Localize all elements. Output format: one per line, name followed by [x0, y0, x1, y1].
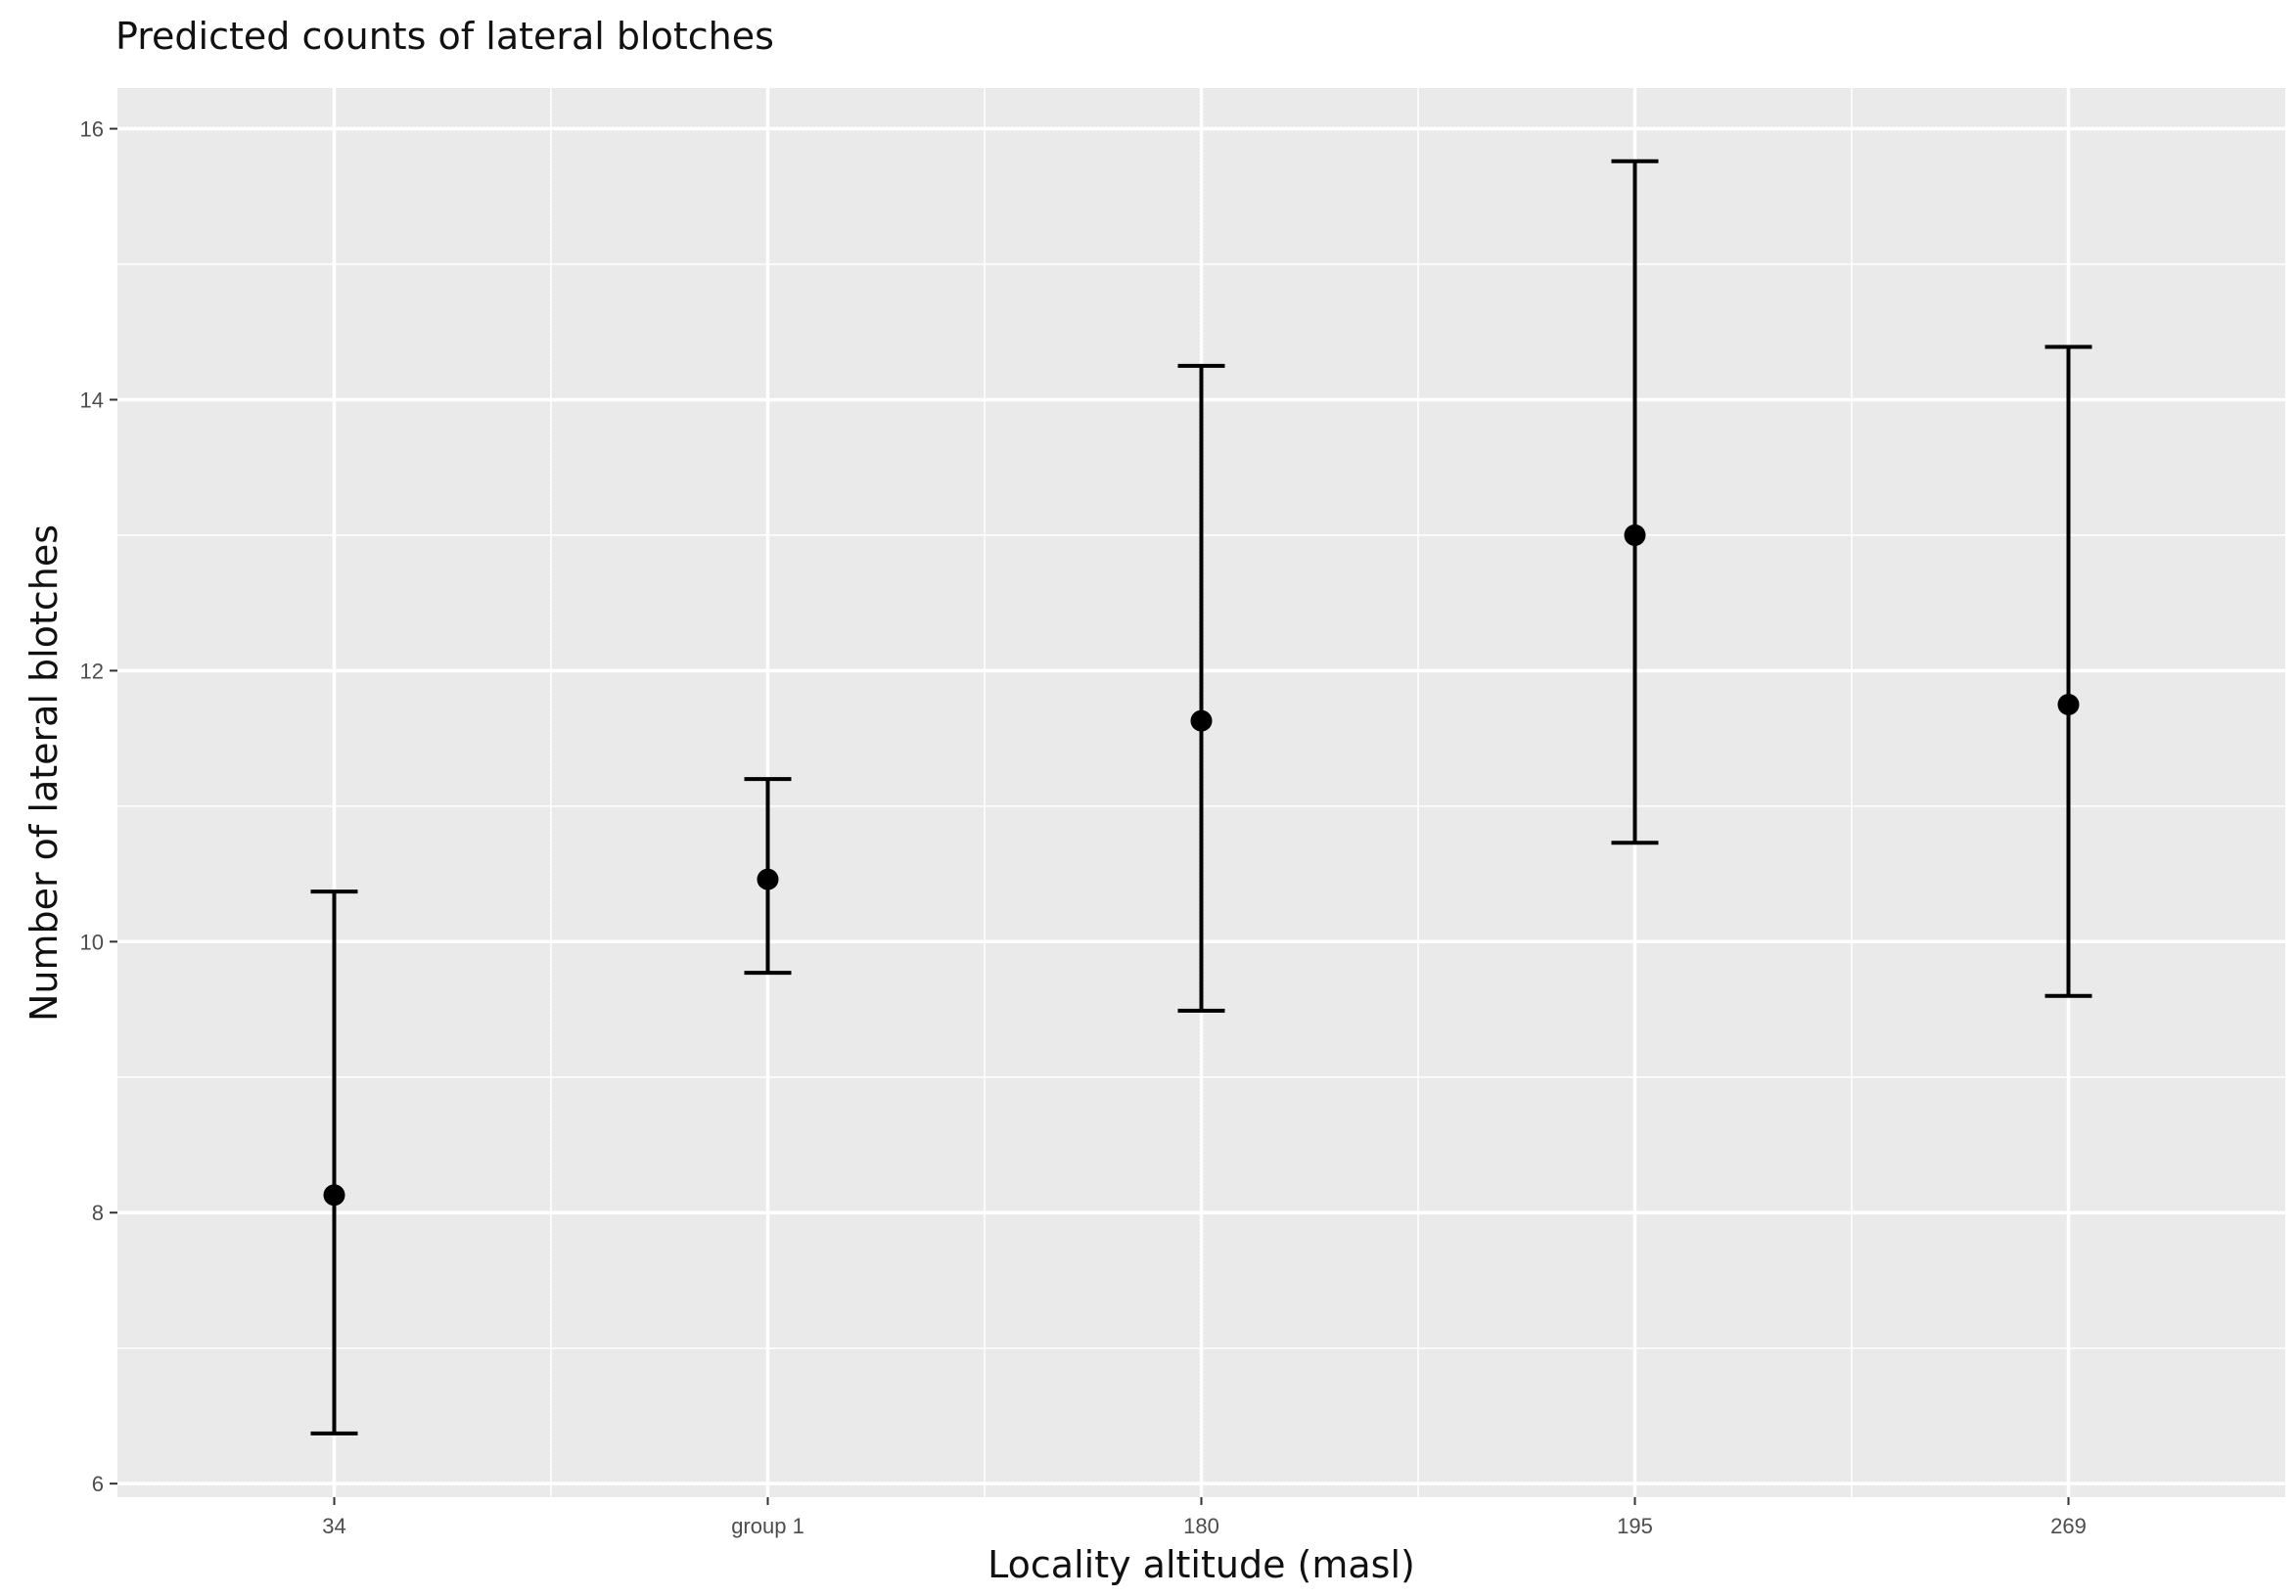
y-tick-label: 16	[80, 117, 104, 142]
marks-layer	[310, 159, 2092, 1436]
y-tick-label: 6	[92, 1472, 104, 1496]
data-point	[1190, 709, 1213, 732]
x-axis-title: Locality altitude (masl)	[987, 1543, 1415, 1586]
y-tick-label: 8	[92, 1201, 104, 1225]
y-axis: 6 8 10 12 14 16	[80, 117, 117, 1496]
chart-title: Predicted counts of lateral blotches	[115, 15, 774, 58]
x-tick-label: 269	[2050, 1514, 2087, 1538]
y-axis-title: Number of lateral blotches	[23, 524, 66, 1022]
data-point	[323, 1184, 345, 1207]
x-axis: 34 group 1 180 195 269	[322, 1497, 2087, 1538]
x-tick-label: 180	[1183, 1514, 1219, 1538]
data-point	[757, 868, 779, 890]
data-point	[1624, 524, 1646, 546]
x-tick-label: 34	[322, 1514, 345, 1538]
y-tick-label: 14	[80, 388, 104, 412]
y-tick-label: 10	[80, 930, 104, 954]
y-tick-label: 12	[80, 659, 104, 683]
grid-layer	[117, 88, 2285, 1497]
x-tick-label: 195	[1617, 1514, 1653, 1538]
x-tick-label: group 1	[731, 1514, 804, 1538]
data-point	[2057, 694, 2080, 715]
